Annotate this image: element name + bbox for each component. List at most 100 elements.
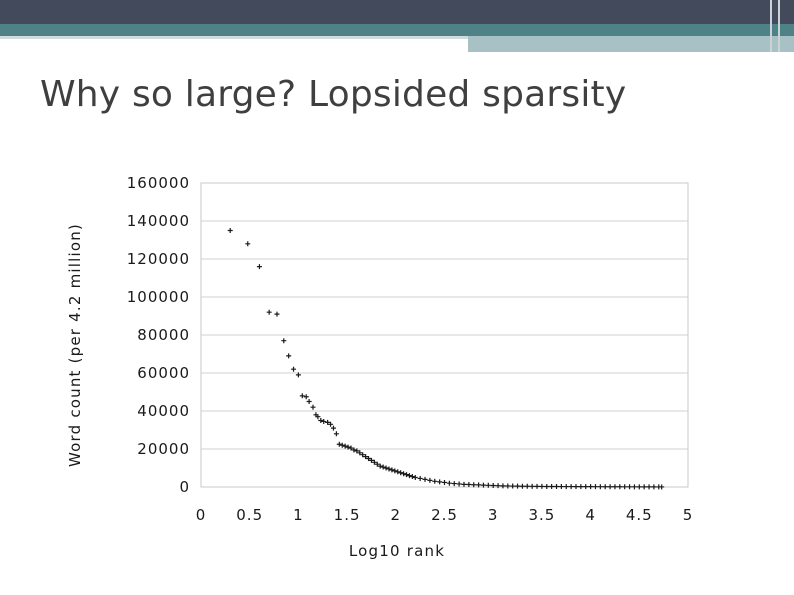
data-point	[437, 479, 443, 485]
x-tick-label: 1.5	[334, 506, 361, 524]
data-point	[345, 444, 351, 450]
data-point	[578, 484, 584, 490]
data-point	[342, 443, 348, 449]
data-point	[380, 464, 386, 470]
data-point	[351, 447, 357, 453]
data-point	[558, 484, 564, 490]
x-tick-label: 5	[683, 506, 694, 524]
data-point	[554, 484, 560, 490]
data-point	[281, 338, 287, 344]
data-point	[245, 241, 251, 247]
chart-grid	[201, 182, 688, 488]
data-point	[310, 404, 316, 410]
data-point	[333, 431, 339, 437]
data-point	[339, 442, 345, 448]
data-point	[401, 471, 407, 477]
data-point	[583, 484, 589, 490]
data-point	[363, 454, 369, 460]
data-point	[306, 399, 312, 404]
x-tick-label: 4.5	[626, 506, 653, 524]
data-point	[588, 484, 594, 490]
data-point	[386, 466, 392, 472]
y-tick-label: 120000	[127, 250, 190, 268]
y-tick-label: 140000	[127, 212, 190, 230]
data-point	[471, 482, 477, 488]
data-point	[622, 484, 628, 490]
data-point	[328, 421, 334, 427]
header-dark-bar	[0, 0, 794, 24]
data-point	[321, 418, 327, 424]
data-point	[592, 484, 598, 490]
data-point	[360, 452, 366, 458]
data-point	[539, 483, 545, 489]
data-point	[544, 483, 550, 489]
data-point	[651, 484, 657, 490]
data-point	[627, 484, 633, 490]
data-point	[451, 481, 457, 487]
data-point	[524, 483, 530, 489]
x-tick-label: 0.5	[236, 506, 263, 524]
data-point	[336, 441, 342, 447]
y-axis-label: Word count (per 4.2 million)	[66, 223, 84, 467]
data-point	[568, 484, 574, 490]
x-tick-label: 3.5	[528, 506, 555, 524]
y-axis-ticks: 0 20000 40000 60000 80000 100000 120000 140000 1…	[127, 174, 190, 496]
data-point	[442, 479, 447, 485]
data-point	[617, 484, 623, 490]
data-point	[427, 477, 433, 483]
x-tick-label: 2	[391, 506, 402, 524]
x-tick-label: 3	[488, 506, 499, 524]
data-point	[466, 482, 472, 488]
header-divider-line	[778, 0, 780, 52]
data-point	[374, 461, 380, 467]
data-point	[510, 483, 516, 489]
data-point	[495, 483, 501, 489]
data-point	[422, 476, 428, 482]
data-point	[573, 484, 579, 490]
data-point	[631, 484, 637, 490]
data-point	[476, 482, 482, 488]
data-point	[286, 353, 292, 359]
y-tick-label: 100000	[127, 288, 190, 306]
y-tick-label: 160000	[127, 174, 190, 192]
data-point	[461, 481, 467, 487]
data-point	[325, 419, 331, 425]
data-point	[412, 475, 418, 480]
data-point	[274, 311, 280, 317]
data-point	[417, 475, 423, 481]
data-point	[377, 463, 383, 469]
data-point	[295, 372, 301, 378]
data-point	[354, 448, 360, 454]
y-tick-label: 60000	[137, 364, 190, 382]
header-teal-bar	[0, 24, 794, 36]
data-point	[602, 484, 608, 490]
x-tick-label: 1	[293, 506, 304, 524]
data-point	[485, 482, 491, 488]
data-point	[266, 309, 272, 315]
data-point	[368, 457, 374, 463]
data-point	[597, 484, 603, 490]
x-tick-label: 2.5	[431, 506, 458, 524]
data-point	[299, 393, 305, 399]
data-point	[392, 468, 398, 474]
data-point	[432, 478, 438, 484]
x-tick-label: 0	[196, 506, 207, 524]
data-point	[404, 472, 410, 478]
data-point	[303, 394, 309, 400]
data-point	[389, 467, 395, 473]
data-point	[549, 484, 555, 490]
data-point	[456, 481, 462, 487]
data-point	[646, 484, 652, 490]
data-point	[612, 484, 618, 490]
x-axis-label: Log10 rank	[349, 542, 445, 560]
data-point	[480, 482, 486, 488]
data-point	[409, 474, 415, 480]
header-light-bar	[468, 36, 794, 52]
data-point	[446, 480, 452, 486]
data-point	[529, 483, 535, 489]
plot-area-border	[200, 182, 689, 488]
data-point	[534, 483, 540, 489]
data-point	[641, 484, 647, 490]
data-point	[395, 469, 401, 475]
